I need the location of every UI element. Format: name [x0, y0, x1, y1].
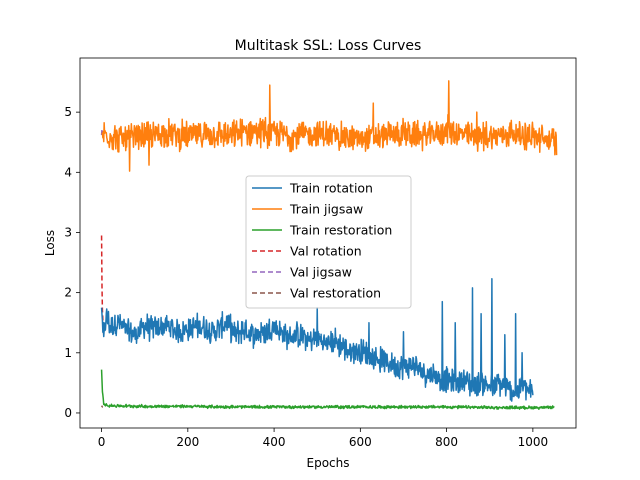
- y-tick-label: 5: [64, 105, 72, 119]
- legend-entry: Val restoration: [290, 286, 381, 301]
- series-line-val-restoration: [100, 405, 104, 408]
- x-tick-label: 200: [176, 435, 199, 449]
- legend-box: [245, 175, 412, 309]
- legend-entry: Train rotation: [289, 181, 373, 196]
- legend-entry: Train jigsaw: [289, 202, 363, 217]
- y-tick-label: 1: [64, 346, 72, 360]
- legend-entry: Val jigsaw: [290, 265, 352, 280]
- x-tick-label: 800: [435, 435, 458, 449]
- x-tick-label: 0: [98, 435, 106, 449]
- x-tick-label: 600: [349, 435, 372, 449]
- y-axis-label: Loss: [43, 230, 57, 256]
- x-tick-label: 400: [263, 435, 286, 449]
- x-axis-label: Epochs: [307, 456, 350, 470]
- legend-entry: Val rotation: [290, 244, 362, 259]
- y-axis: 0 1 2 3 4 5: [64, 105, 80, 420]
- y-tick-label: 0: [64, 406, 72, 420]
- y-tick-label: 2: [64, 286, 72, 300]
- series-line-train-restoration: [100, 369, 555, 410]
- chart-title: Multitask SSL: Loss Curves: [235, 38, 422, 54]
- x-tick-label: 1000: [518, 435, 549, 449]
- series-line-val-rotation: [100, 235, 105, 335]
- series-line-train-jigsaw: [101, 80, 558, 172]
- plot-area: [100, 80, 558, 410]
- legend-entry: Train restoration: [289, 223, 392, 238]
- x-axis: 0 200 400 600 800 1000: [98, 428, 548, 449]
- legend: Train rotation Train jigsaw Train restorat…: [245, 175, 412, 309]
- y-tick-label: 4: [64, 165, 72, 179]
- plot-frame: [79, 57, 577, 429]
- y-tick-label: 3: [64, 225, 72, 239]
